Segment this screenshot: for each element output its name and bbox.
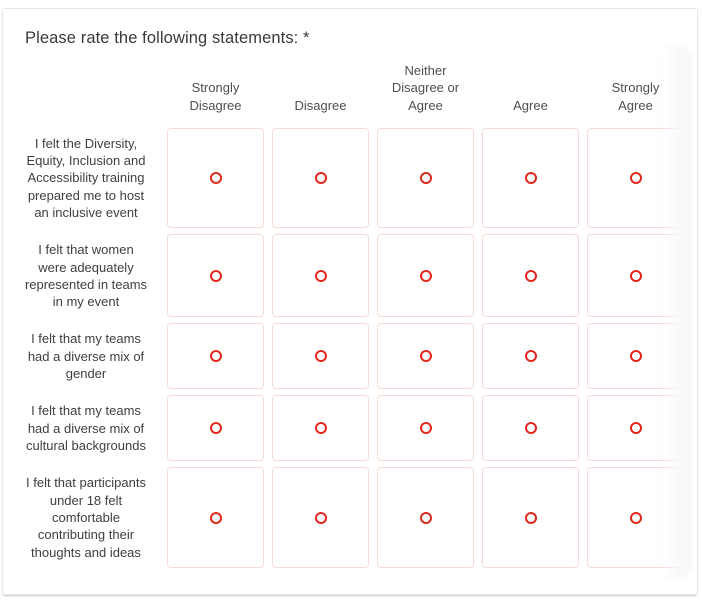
matrix-cell[interactable]	[167, 234, 264, 318]
radio-button[interactable]	[419, 422, 432, 435]
matrix-cell[interactable]	[587, 234, 684, 318]
question-title: Please rate the following statements: *	[25, 29, 697, 48]
radio-button[interactable]	[314, 269, 327, 282]
matrix-cell[interactable]	[167, 395, 264, 462]
matrix-cell[interactable]	[482, 127, 579, 229]
radio-button[interactable]	[524, 350, 537, 363]
column-header-strongly-disagree: Strongly Disagree	[189, 80, 242, 113]
radio-button[interactable]	[629, 172, 642, 185]
radio-button[interactable]	[419, 511, 432, 524]
matrix-cell[interactable]	[482, 323, 579, 390]
matrix-cell[interactable]	[377, 127, 474, 229]
matrix-row-5: I felt that participants under 18 felt c…	[13, 467, 689, 568]
matrix-cell[interactable]	[587, 467, 684, 568]
matrix-cell[interactable]	[272, 127, 369, 229]
radio-button[interactable]	[209, 172, 222, 185]
matrix-row-4: I felt that my teams had a diverse mix o…	[13, 395, 689, 462]
radio-button[interactable]	[629, 269, 642, 282]
row-label: I felt that women were adequately repres…	[24, 242, 148, 310]
matrix-cell[interactable]	[587, 323, 684, 390]
radio-button[interactable]	[209, 422, 222, 435]
radio-button[interactable]	[209, 269, 222, 282]
matrix-cell[interactable]	[377, 234, 474, 318]
column-header-neither: Neither Disagree or Agree	[391, 63, 460, 113]
matrix-cell[interactable]	[272, 467, 369, 568]
radio-button[interactable]	[419, 269, 432, 282]
radio-button[interactable]	[419, 350, 432, 363]
matrix-cell[interactable]	[272, 234, 369, 318]
matrix-header-row: Strongly Disagree Disagree Neither Disag…	[13, 58, 689, 121]
radio-button[interactable]	[209, 350, 222, 363]
radio-button[interactable]	[629, 511, 642, 524]
column-header-agree: Agree	[513, 97, 548, 113]
row-label: I felt that my teams had a diverse mix o…	[26, 403, 146, 454]
matrix-row-3: I felt that my teams had a diverse mix o…	[13, 323, 689, 390]
required-asterisk: *	[303, 29, 310, 47]
matrix-cell[interactable]	[272, 395, 369, 462]
radio-button[interactable]	[629, 350, 642, 363]
matrix-cell[interactable]	[377, 395, 474, 462]
radio-button[interactable]	[524, 172, 537, 185]
column-header-strongly-agree: Strongly Agree	[611, 80, 660, 113]
matrix-cell[interactable]	[587, 395, 684, 462]
matrix-cell[interactable]	[482, 234, 579, 318]
row-label: I felt that participants under 18 felt c…	[26, 475, 146, 560]
matrix-cell[interactable]	[167, 127, 264, 229]
matrix-cell[interactable]	[167, 323, 264, 390]
matrix-cell[interactable]	[587, 127, 684, 229]
column-header-disagree: Disagree	[294, 97, 347, 113]
radio-button[interactable]	[314, 422, 327, 435]
matrix-cell[interactable]	[272, 323, 369, 390]
radio-button[interactable]	[314, 511, 327, 524]
radio-button[interactable]	[629, 422, 642, 435]
matrix-row-2: I felt that women were adequately repres…	[13, 234, 689, 318]
radio-button[interactable]	[209, 511, 222, 524]
matrix-cell[interactable]	[482, 395, 579, 462]
question-title-text: Please rate the following statements:	[25, 29, 299, 47]
radio-button[interactable]	[524, 511, 537, 524]
matrix-cell[interactable]	[482, 467, 579, 568]
matrix-row-1: I felt the Diversity, Equity, Inclusion …	[13, 127, 689, 229]
header-spacer	[13, 107, 159, 121]
radio-button[interactable]	[524, 422, 537, 435]
row-label: I felt that my teams had a diverse mix o…	[27, 331, 145, 382]
matrix-cell[interactable]	[167, 467, 264, 568]
radio-button[interactable]	[524, 269, 537, 282]
row-label: I felt the Diversity, Equity, Inclusion …	[26, 135, 146, 220]
question-card: Please rate the following statements: * …	[2, 8, 698, 595]
radio-button[interactable]	[419, 172, 432, 185]
radio-button[interactable]	[314, 172, 327, 185]
rating-matrix: Strongly Disagree Disagree Neither Disag…	[13, 45, 692, 579]
radio-button[interactable]	[314, 350, 327, 363]
matrix-cell[interactable]	[377, 467, 474, 568]
matrix-cell[interactable]	[377, 323, 474, 390]
